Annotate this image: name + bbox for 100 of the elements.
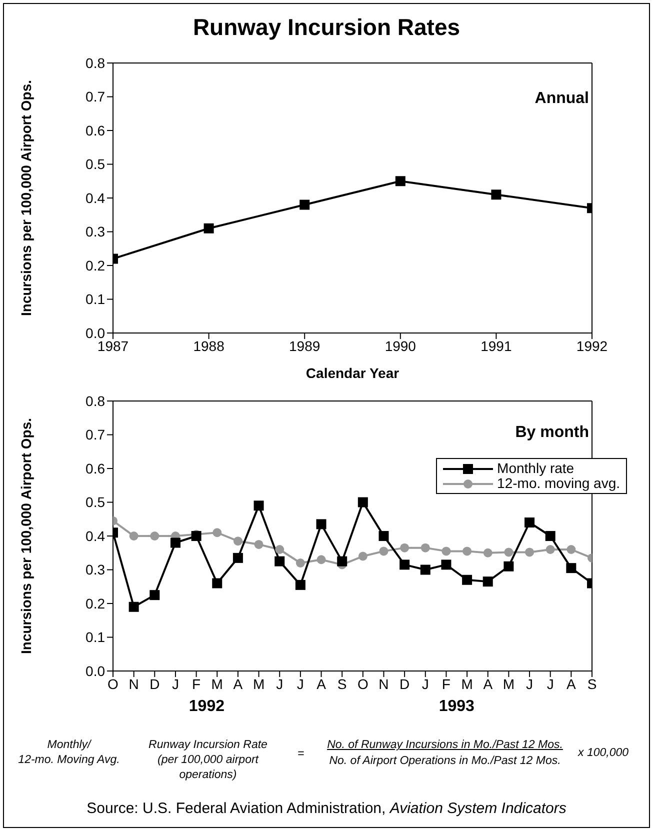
x-tick-label: A: [316, 676, 327, 692]
point: [400, 543, 410, 552]
y-tick-label: 0.6: [86, 460, 106, 476]
annotation: By month: [515, 424, 589, 442]
point: [212, 578, 222, 588]
y-tick-label: 0.5: [86, 494, 106, 510]
x-tick-label: 1989: [289, 338, 320, 354]
x-tick-label: D: [150, 676, 160, 692]
point: [212, 528, 222, 538]
point: [358, 497, 368, 508]
x-tick-label: A: [566, 676, 576, 692]
point: [128, 602, 139, 612]
x-tick-label: M: [252, 676, 265, 692]
point: [566, 545, 576, 554]
x-tick-label: F: [192, 676, 201, 692]
y-tick-label: 0.1: [86, 291, 106, 308]
y-tick-label: 0.4: [86, 190, 106, 206]
point: [170, 538, 180, 548]
point: [296, 558, 305, 568]
x-tick-label: F: [442, 676, 450, 692]
point: [204, 223, 214, 234]
point: [441, 560, 452, 570]
text: Runway Incursion Rate (per 100,000 airport operations): [148, 738, 268, 783]
point: [300, 200, 310, 210]
point: [483, 548, 492, 558]
point: [524, 518, 535, 528]
y-tick-label: 0.8: [86, 54, 106, 71]
x-tick-label: J: [296, 676, 304, 692]
y-tick-label: 0.2: [86, 595, 106, 612]
x-tick-label: J: [172, 676, 179, 692]
y-tick-label: 0.7: [86, 426, 106, 443]
x-tick-label: M: [461, 676, 473, 692]
point: [566, 563, 576, 574]
point: [254, 540, 264, 549]
point: [400, 560, 410, 570]
point: [337, 556, 348, 566]
annotation: Annual: [534, 90, 589, 108]
point: [233, 536, 242, 546]
point: [316, 519, 326, 530]
text: No. of Airport Operations in Mo./Past 12 Mos.: [328, 754, 562, 769]
x-tick-label: O: [357, 676, 368, 692]
x-tick-label: N: [378, 676, 389, 692]
x-tick-label: O: [108, 676, 119, 692]
x-tick-label: A: [483, 676, 494, 692]
point: [482, 576, 493, 587]
point: [462, 546, 472, 556]
y-tick-label: 0.3: [86, 224, 106, 240]
point: [462, 574, 472, 585]
x-tick-label: D: [400, 676, 410, 692]
x-tick-label: 1990: [384, 338, 416, 354]
point: [378, 531, 389, 541]
point: [129, 532, 138, 540]
x-tick-label: M: [211, 676, 223, 692]
point: [150, 590, 160, 600]
x-tick-label: N: [128, 676, 139, 692]
y-tick-label: 0.2: [86, 257, 106, 274]
point: [420, 543, 430, 552]
x-tick-label: A: [233, 676, 244, 692]
point: [420, 564, 430, 575]
x-tick-label: 1988: [193, 338, 225, 354]
point: [358, 552, 368, 561]
y-tick-label: 0.1: [86, 629, 106, 646]
chart-title: Runway Incursion Rates: [192, 14, 462, 41]
point: [254, 500, 264, 511]
x-tick-label: J: [276, 676, 284, 692]
point: [316, 555, 326, 564]
text: 1992: [188, 698, 226, 716]
point: [491, 190, 502, 200]
x-axis-title: Calendar Year: [306, 365, 400, 381]
x-tick-label: J: [546, 676, 554, 692]
point: [379, 546, 388, 556]
point: [442, 546, 451, 556]
legend-label: Monthly rate: [497, 460, 574, 476]
x-tick-label: J: [526, 676, 534, 692]
source-note: Source: U.S. Federal Aviation Administration,: [86, 800, 387, 817]
y-tick-label: 0.8: [86, 392, 106, 409]
point: [295, 580, 306, 590]
y-tick-label: 0.4: [86, 528, 106, 544]
x-tick-label: 1991: [480, 338, 512, 354]
y-tick-label: 0.0: [86, 662, 106, 679]
point: [545, 531, 556, 541]
text: =: [296, 747, 306, 762]
text: No. of Runway Incursions in Mo./Past 12 Mos.: [326, 738, 564, 753]
legend-label: 12-mo. moving avg.: [497, 475, 620, 491]
text: Aviation System Indicators: [390, 800, 566, 817]
point: [274, 556, 285, 566]
y-tick-label: 0.6: [86, 122, 106, 138]
point: [504, 548, 514, 557]
x-tick-label: S: [587, 676, 597, 692]
point: [150, 532, 160, 540]
y-axis-title: Incursions per 100,000 Airport Ops.: [18, 80, 34, 316]
y-tick-label: 0.7: [86, 88, 106, 105]
text: x 100,000: [578, 746, 630, 761]
x-tick-label: J: [422, 676, 429, 692]
x-tick-label: 1992: [576, 338, 608, 354]
x-tick-label: M: [502, 676, 515, 692]
point: [546, 545, 555, 554]
y-tick-label: 0.5: [86, 156, 106, 172]
point: [504, 561, 514, 572]
x-tick-label: S: [337, 676, 347, 692]
